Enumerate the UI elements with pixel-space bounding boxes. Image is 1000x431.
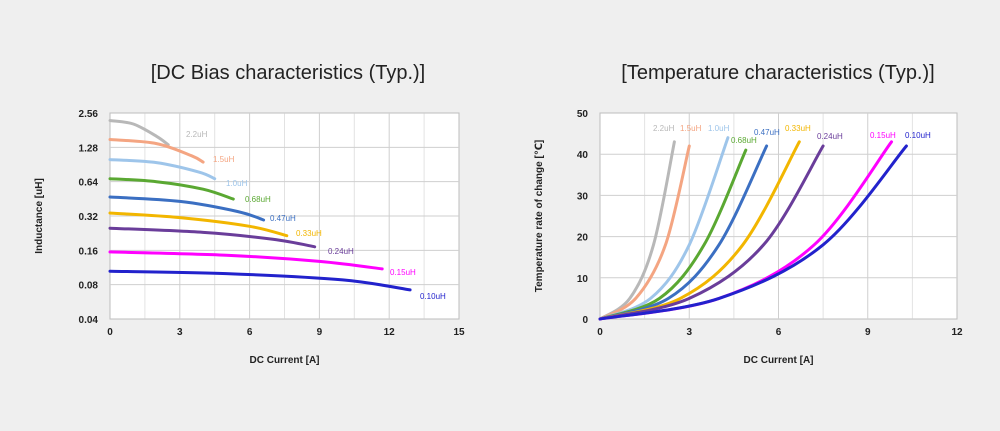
x-tick-label: 9 [317,327,323,338]
y-tick-label: 0.64 [79,178,99,189]
series-label: 0.15uH [870,131,896,140]
series-label: 1.0uH [226,179,248,188]
y-tick-label: 40 [577,150,589,161]
series-label: 0.47uH [754,128,780,137]
x-tick-label: 15 [453,327,465,338]
y-tick-label: 20 [577,233,589,244]
x-tick-label: 0 [107,327,113,338]
series-label: 0.24uH [817,132,843,141]
chart-title: [DC Bias characteristics (Typ.)] [151,62,426,84]
series-label: 0.33uH [296,229,322,238]
y-tick-label: 10 [577,274,589,285]
temperature-chart: [Temperature characteristics (Typ.)] 0 3 6 9… [534,62,963,366]
y-axis-title: Temperature rate of change [℃] [534,140,545,293]
series-line-0-68uH [108,177,235,201]
series-line-1-5uH [108,138,205,164]
series-line-2-2uH [108,119,170,147]
y-axis-title: Inductance [uH] [34,178,45,254]
x-tick-label: 9 [865,327,871,338]
x-tick-label: 6 [776,327,782,338]
chart-title: [Temperature characteristics (Typ.)] [621,62,934,84]
series-label: 2.2uH [653,124,675,133]
series-label: 0.68uH [731,136,757,145]
x-tick-label: 3 [177,327,183,338]
series-line-1-0uH [108,158,217,181]
dc-bias-chart: [DC Bias characteristics (Typ.)] 0 3 6 9 12 15… [34,62,465,366]
series-label: 1.0uH [708,124,730,133]
series-line-0-15uH [108,250,384,271]
series-label: 1.5uH [680,124,702,133]
series-label: 0.15uH [390,268,416,277]
x-tick-label: 12 [384,327,396,338]
x-axis-title: DC Current [A] [744,355,814,366]
series-label: 0.33uH [785,124,811,133]
x-tick-label: 3 [686,327,692,338]
series-label: 0.68uH [245,195,271,204]
y-tick-label: 1.28 [79,143,99,154]
series-line-0-33uH [108,211,289,238]
series-line-0-10uH [108,269,412,292]
y-tick-label: 0.32 [79,212,99,223]
x-axis-title: DC Current [A] [250,355,320,366]
series-label: 2.2uH [186,130,208,139]
y-tick-label: 0 [582,315,588,326]
y-tick-label: 50 [577,109,589,120]
series-line-1-5uH [598,144,691,321]
y-tick-label: 2.56 [79,109,99,120]
series-label: 0.10uH [420,292,446,301]
x-tick-label: 0 [597,327,603,338]
y-tick-label: 0.08 [79,281,99,292]
series-line-0-24uH [108,226,317,249]
series-label: 0.10uH [905,131,931,140]
y-tick-label: 0.04 [79,315,99,326]
y-tick-label: 0.16 [79,246,99,257]
x-tick-label: 12 [951,327,963,338]
series-line-0-47uH [108,195,266,222]
series-label: 0.24uH [328,247,354,256]
x-tick-label: 6 [247,327,253,338]
series-label: 1.5uH [213,155,235,164]
series-label: 0.47uH [270,214,296,223]
series-line-0-24uH [598,144,825,321]
y-tick-label: 30 [577,191,589,202]
series-line-0-10uH [598,144,908,321]
